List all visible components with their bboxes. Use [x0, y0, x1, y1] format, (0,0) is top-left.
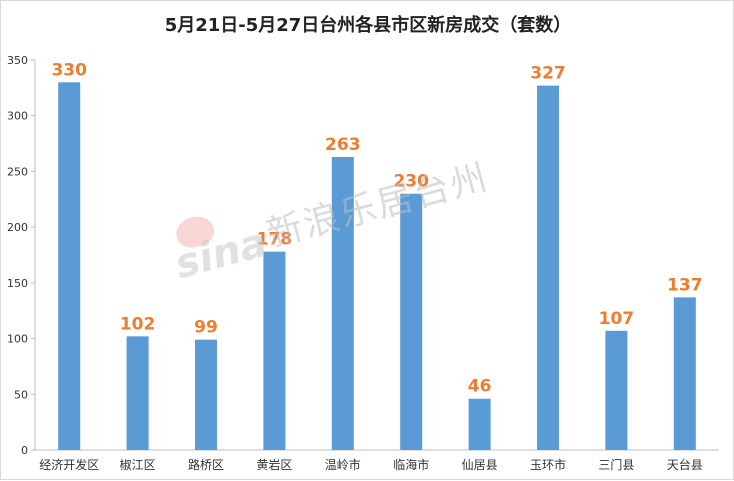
y-tick-label: 150 [7, 277, 28, 290]
x-tick-label: 三门县 [598, 457, 634, 472]
y-tick-label: 300 [7, 110, 28, 123]
x-tick-label: 椒江区 [120, 458, 156, 472]
data-label: 137 [667, 275, 703, 295]
bar [195, 339, 217, 450]
x-tick-label: 玉环市 [530, 457, 566, 472]
y-tick-label: 250 [7, 165, 28, 178]
bar [263, 251, 286, 450]
data-label: 230 [393, 172, 429, 192]
x-tick-label: 温岭市 [325, 457, 361, 472]
y-tick-label: 100 [7, 333, 28, 346]
data-label: 178 [257, 230, 293, 250]
data-label: 263 [325, 135, 361, 155]
bar [400, 193, 423, 450]
data-label: 46 [468, 377, 492, 397]
x-tick-label: 天台县 [667, 457, 703, 472]
x-tick-label: 临海市 [393, 457, 429, 472]
bar [58, 82, 81, 451]
x-tick-label: 路桥区 [188, 457, 224, 472]
data-label: 102 [120, 314, 156, 334]
x-tick-label: 经济开发区 [39, 457, 99, 472]
data-label: 107 [599, 309, 635, 329]
x-tick-label: 黄岩区 [256, 457, 292, 472]
bar [537, 85, 559, 450]
y-tick-label: 50 [14, 388, 28, 401]
bar [126, 336, 149, 450]
bar [468, 398, 491, 450]
y-tick-label: 350 [7, 54, 28, 67]
x-tick-label: 仙居县 [462, 458, 498, 472]
y-tick-label: 0 [21, 444, 28, 457]
chart-title: 5月21日-5月27日台州各县市区新房成交（套数） [164, 15, 572, 36]
data-label: 327 [530, 64, 566, 84]
bar [605, 330, 628, 450]
bar [331, 156, 354, 450]
bar [673, 297, 696, 450]
data-label: 99 [194, 318, 218, 338]
y-tick-label: 200 [7, 221, 28, 234]
data-label: 330 [51, 60, 87, 80]
